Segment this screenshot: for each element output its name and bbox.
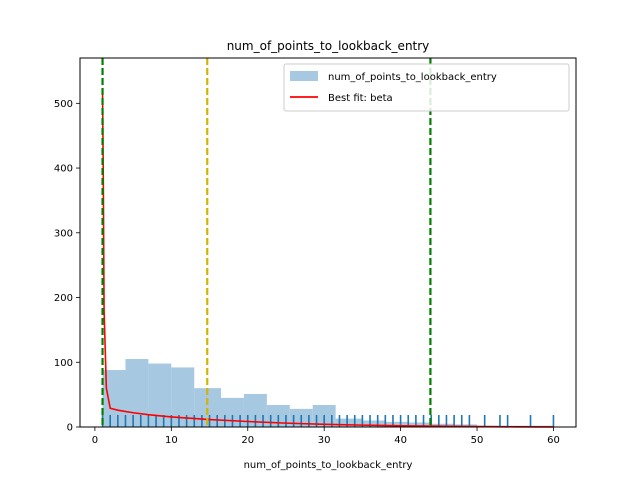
y-tick-label: 200 xyxy=(54,293,73,304)
x-tick-label: 60 xyxy=(547,435,560,446)
x-tick-label: 40 xyxy=(394,435,407,446)
x-tick-label: 30 xyxy=(318,435,331,446)
fit-curve xyxy=(101,90,554,428)
histogram-bar xyxy=(148,363,172,427)
histogram-bar xyxy=(171,367,195,427)
histogram-bar xyxy=(102,370,126,427)
histogram-bar xyxy=(362,420,386,427)
x-tick-label: 0 xyxy=(92,435,98,446)
y-tick-label: 500 xyxy=(54,99,73,110)
fit-curve-group xyxy=(101,90,554,428)
y-tick-label: 400 xyxy=(54,164,73,175)
legend-box xyxy=(283,63,570,112)
y-tick-label: 100 xyxy=(54,358,73,369)
histogram-bar xyxy=(243,393,267,427)
y-tick-label: 0 xyxy=(67,423,73,434)
y-axis-ticks: 0 100 200 300 400 500 xyxy=(54,99,80,434)
histogram-bar xyxy=(335,418,363,427)
legend-label: Best fit: beta xyxy=(328,93,393,104)
reference-lines xyxy=(101,58,432,427)
histogram-bar xyxy=(408,422,432,427)
legend-label: num_of_points_to_lookback_entry xyxy=(328,72,497,83)
histogram-bar xyxy=(431,423,455,427)
chart-title: num_of_points_to_lookback_entry xyxy=(227,39,430,53)
legend-swatch-histogram xyxy=(290,71,318,81)
x-tick-label: 10 xyxy=(165,435,178,446)
plot-frame xyxy=(79,57,577,428)
histogram-bars xyxy=(102,359,554,427)
y-tick-label: 300 xyxy=(54,228,73,239)
histogram-bar xyxy=(385,421,409,427)
x-tick-label: 50 xyxy=(471,435,484,446)
x-axis-ticks: 0 10 20 30 40 50 60 xyxy=(92,427,560,446)
x-tick-label: 20 xyxy=(241,435,254,446)
legend: num_of_points_to_lookback_entry Best fit:… xyxy=(283,63,570,112)
histogram-bar xyxy=(125,359,149,427)
x-axis-label: num_of_points_to_lookback_entry xyxy=(244,460,413,471)
